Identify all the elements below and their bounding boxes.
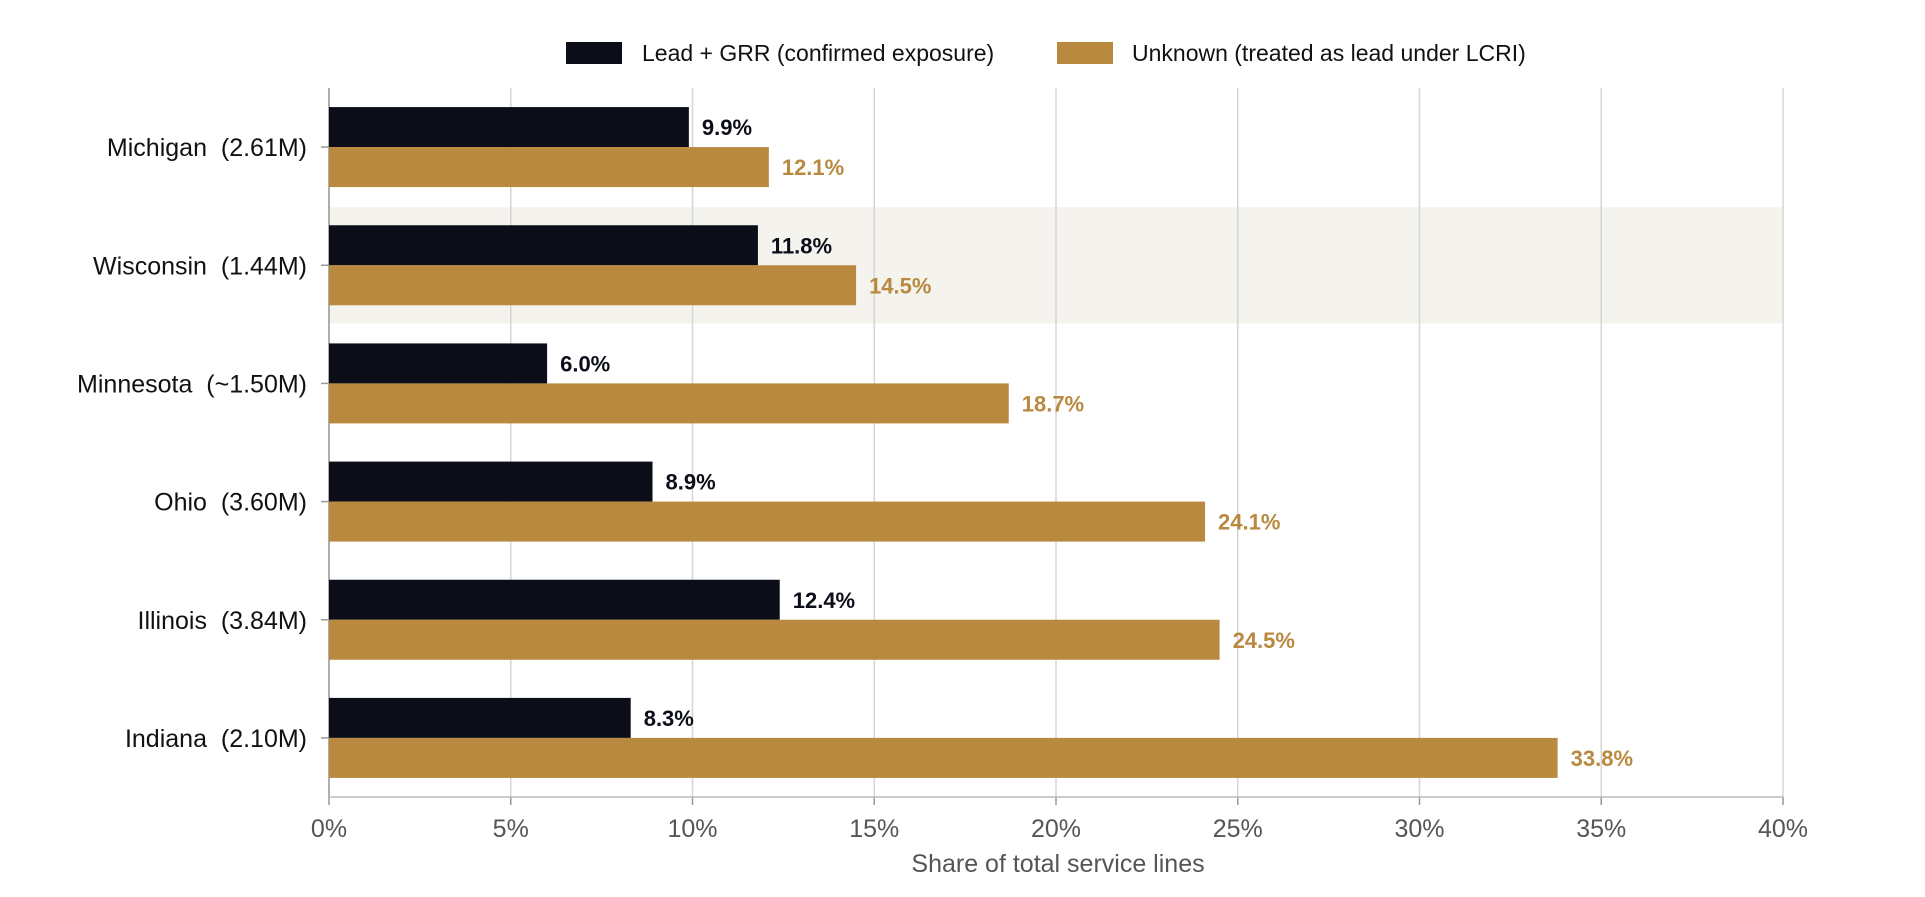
gridlines (321, 88, 1784, 805)
data-labels: 9.9% 12.1% 11.8% 14.5% 6.0% 18.7% 8.9% 24.1% 12.… (560, 115, 1633, 771)
data-label-lead-grr: 11.8% (771, 233, 832, 258)
bar-unknown (329, 619, 1220, 660)
bar-unknown (329, 265, 857, 306)
category-label: Michigan (2.61M) (107, 134, 307, 162)
legend-label-lead-grr: Lead + GRR (confirmed exposure) (642, 40, 994, 66)
data-label-lead-grr: 8.3% (644, 706, 694, 731)
bar-lead-grr (329, 461, 653, 502)
bars (329, 107, 1558, 778)
category-label: Wisconsin (1.44M) (93, 252, 307, 280)
x-tick-label: 15% (849, 815, 899, 843)
x-axis-label: Share of total service lines (911, 850, 1204, 878)
bar-lead-grr (329, 579, 780, 620)
category-label: Ohio (3.60M) (154, 489, 307, 517)
x-tick-label: 30% (1394, 815, 1444, 843)
x-tick-label: 40% (1758, 815, 1808, 843)
data-label-unknown: 14.5% (869, 273, 931, 298)
legend: Lead + GRR (confirmed exposure) Unknown (… (566, 40, 1526, 66)
x-tick-label: 0% (311, 815, 347, 843)
legend-swatch-lead-grr (566, 42, 622, 64)
data-label-unknown: 24.5% (1233, 628, 1295, 653)
bar-unknown (329, 501, 1206, 542)
data-label-lead-grr: 12.4% (793, 588, 855, 613)
data-label-unknown: 24.1% (1218, 510, 1280, 535)
bar-lead-grr (329, 697, 631, 738)
bar-unknown (329, 383, 1009, 424)
bar-lead-grr (329, 343, 548, 384)
data-label-lead-grr: 9.9% (702, 115, 752, 140)
category-labels: Michigan (2.61M) Wisconsin (1.44M) Minneso… (77, 134, 307, 753)
data-label-lead-grr: 8.9% (666, 470, 716, 495)
data-label-unknown: 18.7% (1022, 391, 1084, 416)
bar-unknown (329, 147, 769, 188)
x-tick-label: 25% (1213, 815, 1263, 843)
data-label-unknown: 33.8% (1571, 746, 1633, 771)
x-tick-label: 5% (493, 815, 529, 843)
data-label-unknown: 12.1% (782, 155, 844, 180)
category-label: Minnesota (~1.50M) (77, 370, 307, 398)
bar-unknown (329, 737, 1558, 778)
bar-lead-grr (329, 225, 758, 266)
legend-swatch-unknown (1057, 42, 1113, 64)
category-label: Illinois (3.84M) (138, 607, 308, 635)
x-tick-label: 35% (1576, 815, 1626, 843)
x-tick-labels: 0% 5% 10% 15% 20% 25% 30% 35% 40% (311, 815, 1808, 843)
data-label-lead-grr: 6.0% (560, 351, 610, 376)
legend-label-unknown: Unknown (treated as lead under LCRI) (1132, 40, 1526, 66)
x-tick-label: 20% (1031, 815, 1081, 843)
bar-lead-grr (329, 107, 689, 148)
category-label: Indiana (2.10M) (125, 725, 307, 753)
x-tick-label: 10% (667, 815, 717, 843)
